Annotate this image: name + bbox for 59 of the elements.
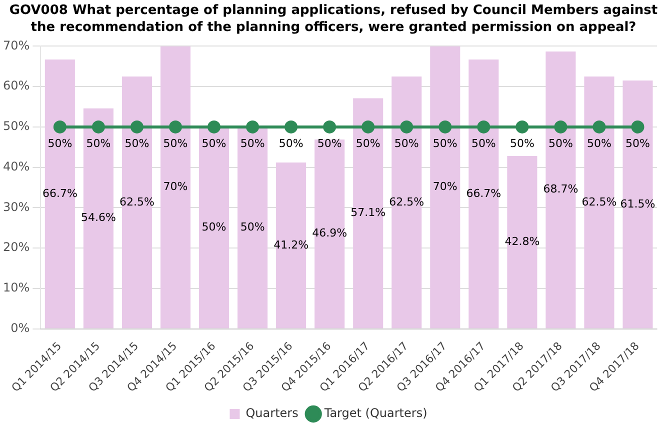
data-label: 68.7%: [543, 182, 578, 196]
bar: [276, 162, 306, 328]
y-tick-label: 70%: [3, 38, 30, 52]
y-tick-label: 0%: [10, 320, 30, 335]
data-label: 70%: [432, 180, 458, 194]
data-label: 46.9%: [312, 226, 348, 240]
bar: [392, 76, 422, 328]
y-tick-label: 10%: [3, 280, 30, 295]
bar: [83, 108, 114, 328]
legend-label: Quarters: [246, 406, 298, 420]
data-label: 62.5%: [582, 195, 617, 208]
data-label: 50%: [48, 136, 72, 150]
bar: [507, 156, 538, 328]
data-label: 62.5%: [119, 195, 154, 208]
data-label: 50%: [471, 136, 496, 150]
data-label: 50%: [548, 136, 573, 150]
y-tick-label: 50%: [3, 119, 30, 134]
bar: [622, 80, 653, 328]
data-label: 61.5%: [620, 197, 656, 210]
y-tick-label: 60%: [3, 78, 30, 93]
data-label: 50%: [626, 136, 650, 150]
data-label: 62.5%: [389, 195, 424, 208]
bar: [198, 126, 230, 328]
bar: [314, 139, 345, 328]
data-label: 42.8%: [504, 235, 540, 248]
y-tick-label: 20%: [3, 240, 30, 254]
bar: [122, 76, 152, 328]
data-label: 50%: [278, 136, 304, 150]
y-tick-label: 30%: [3, 200, 30, 214]
data-label: 50%: [586, 136, 612, 150]
bar: [430, 46, 460, 328]
bar: [160, 46, 191, 328]
chart-title: GOV008 What percentage of planning applications, refused by Council Members against the recommendation of the planning officers, were granted permission on appeal?: [8, 2, 659, 36]
data-label: 54.6%: [80, 211, 116, 224]
data-label: 50%: [432, 136, 458, 150]
data-label: 66.7%: [466, 186, 502, 200]
bar: [468, 60, 499, 328]
data-label: 50%: [510, 136, 534, 150]
data-label: 50%: [124, 136, 150, 150]
bar: [353, 98, 384, 328]
bar: [44, 60, 75, 328]
data-label: 50%: [86, 136, 111, 150]
data-label: 57.1%: [350, 206, 386, 220]
bar: [584, 76, 614, 328]
data-label: 50%: [317, 136, 342, 150]
y-tick-label: 40%: [3, 159, 30, 174]
data-label: 50%: [240, 220, 265, 234]
bar: [546, 51, 576, 328]
bar: [238, 126, 268, 328]
data-label: 50%: [202, 136, 226, 150]
legend-label: Target (Quarters): [323, 406, 428, 420]
data-label: 50%: [202, 220, 226, 234]
data-label: 50%: [240, 136, 265, 150]
data-label: 50%: [394, 136, 419, 150]
data-label: 66.7%: [42, 186, 78, 200]
data-label: 41.2%: [274, 238, 309, 252]
data-label: 50%: [356, 136, 380, 150]
data-label: 50%: [163, 136, 188, 150]
data-label: 70%: [163, 180, 188, 194]
